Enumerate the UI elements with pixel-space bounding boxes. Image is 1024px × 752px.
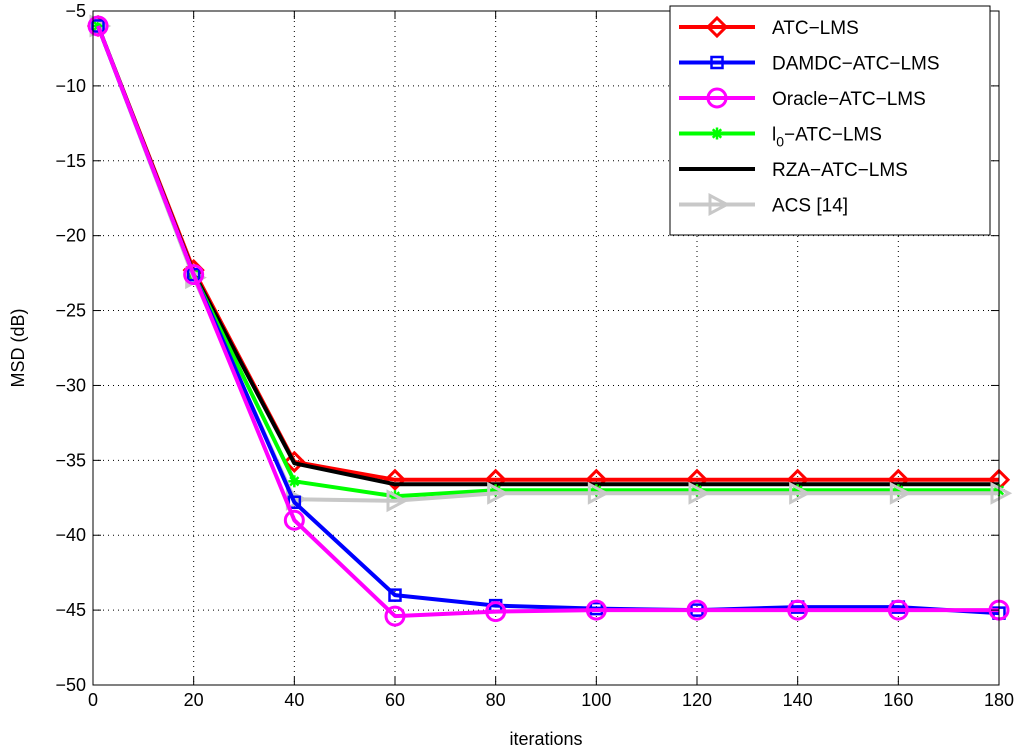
legend-item: l0−ATC−LMS [679, 125, 882, 150]
y-tick-label: −10 [55, 76, 86, 96]
y-axis-title: MSD (dB) [8, 308, 28, 387]
legend-box [669, 5, 991, 236]
series-rza-atc-lms [96, 25, 999, 487]
legend-label: l0−ATC−LMS [772, 125, 882, 150]
series-layer [86, 14, 1013, 627]
data-point [388, 588, 402, 602]
series-line [96, 25, 999, 619]
x-tick-label: 20 [184, 690, 204, 710]
data-point [585, 599, 607, 621]
data-point [789, 481, 811, 505]
legend-marker [710, 55, 724, 70]
legend-item: ACS [14] [679, 193, 848, 217]
legend-item: Oracle−ATC−LMS [679, 87, 926, 110]
x-tick-label: 0 [88, 690, 98, 710]
x-tick-label: 60 [385, 690, 405, 710]
axis-ticks: 0 20 40 60 80 100 120 140 160 180 −5 −10 −15 −20 −25 −3… [55, 1, 1014, 710]
triangle-marker [889, 481, 912, 505]
data-point [283, 509, 305, 531]
legend-item: DAMDC−ATC−LMS [679, 54, 940, 75]
data-point [384, 605, 406, 627]
series-line [96, 25, 1000, 616]
data-point [288, 475, 301, 488]
x-tick-label: 80 [486, 690, 506, 710]
data-point [587, 481, 610, 505]
triangle-marker [990, 481, 1013, 505]
y-tick-label: −25 [55, 301, 86, 321]
legend-label: Oracle−ATC−LMS [772, 89, 926, 110]
data-point [887, 599, 909, 621]
data-point [787, 599, 809, 621]
y-tick-label: −20 [55, 226, 86, 246]
legend-marker [706, 87, 728, 109]
data-point [686, 599, 708, 621]
y-tick-label: −5 [65, 1, 86, 21]
y-tick-label: −15 [55, 151, 86, 171]
circle-marker [384, 605, 406, 627]
x-axis-title: iterations [509, 729, 582, 749]
circle-marker [485, 601, 507, 623]
data-point [485, 601, 507, 623]
data-point [487, 481, 509, 505]
circle-marker [787, 599, 809, 621]
y-tick-label: −30 [55, 375, 86, 395]
data-point [386, 489, 409, 513]
triangle-marker [708, 193, 731, 216]
triangle-marker [487, 481, 509, 505]
legend-item: ATC−LMS [679, 15, 859, 39]
legend-label: RZA−ATC−LMS [772, 160, 908, 181]
legend-label: ACS [14] [772, 196, 848, 217]
data-point [283, 450, 306, 473]
legend-label: ATC−LMS [772, 18, 859, 39]
diamond-marker [705, 15, 729, 39]
plot-frame [92, 10, 1000, 686]
legend: ATC−LMS DAMDC−ATC−LMS Oracle−ATC−LMS l0−ATC… [669, 5, 991, 236]
x-tick-label: 100 [581, 690, 611, 710]
x-tick-label: 140 [783, 690, 813, 710]
y-tick-label: −50 [55, 675, 86, 695]
y-tick-label: −45 [55, 600, 86, 620]
square-marker [388, 588, 402, 602]
x-tick-label: 120 [682, 690, 712, 710]
star-marker-stroke [711, 128, 723, 139]
data-point [383, 468, 407, 491]
triangle-marker [688, 481, 711, 505]
triangle-marker [789, 481, 811, 505]
data-point [183, 264, 205, 286]
square-marker [710, 55, 724, 70]
circle-marker [283, 509, 305, 531]
y-tick-label: −40 [55, 525, 86, 545]
x-tick-label: 160 [883, 690, 913, 710]
y-tick-label: −35 [55, 450, 86, 470]
diamond-marker [283, 450, 306, 473]
star-marker-stroke [289, 476, 300, 487]
circle-marker [686, 599, 708, 621]
x-tick-label: 40 [284, 690, 304, 710]
circle-marker [706, 87, 728, 109]
data-point [990, 481, 1013, 505]
legend-marker [705, 15, 729, 39]
series-line [96, 25, 999, 499]
data-point [688, 481, 711, 505]
triangle-marker [587, 481, 610, 505]
x-tick-label: 180 [984, 690, 1014, 710]
data-point [889, 481, 912, 505]
circle-marker [585, 599, 607, 621]
data-point [87, 15, 109, 37]
circle-marker [183, 264, 205, 286]
legend-item: RZA−ATC−LMS [679, 160, 908, 181]
triangle-marker [386, 489, 409, 513]
circle-marker [887, 599, 909, 621]
circle-marker [87, 15, 109, 37]
diamond-marker [383, 468, 407, 491]
series-line [96, 25, 999, 487]
legend-label: DAMDC−ATC−LMS [772, 54, 940, 75]
legend-marker [708, 193, 731, 216]
legend-marker [711, 127, 723, 140]
